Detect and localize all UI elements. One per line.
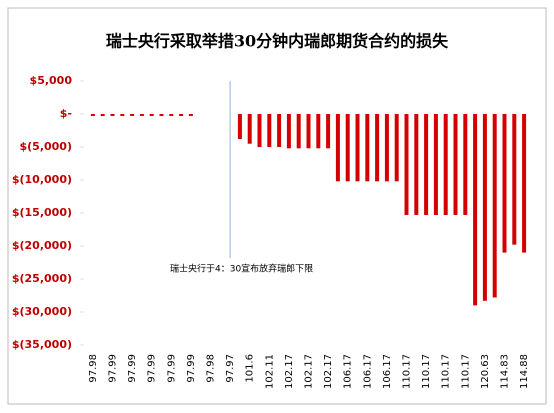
x-tick-label: 97.99 bbox=[166, 354, 177, 383]
y-tick-label: $- bbox=[60, 107, 72, 120]
x-tick-label: 106.17 bbox=[343, 354, 354, 389]
bar bbox=[179, 114, 184, 116]
bar bbox=[120, 114, 125, 116]
bar bbox=[375, 114, 380, 182]
x-tick-label: 97.99 bbox=[127, 354, 138, 383]
x-tick-label: 110.17 bbox=[441, 354, 452, 389]
x-tick-label: 97.99 bbox=[186, 354, 197, 383]
y-tick-label: $5,000 bbox=[30, 74, 73, 87]
bar bbox=[355, 114, 360, 182]
bar bbox=[522, 114, 527, 253]
x-tick-label: 102.17 bbox=[304, 354, 315, 389]
y-tick-label: $(30,000) bbox=[12, 305, 72, 318]
y-tick-label: $(25,000) bbox=[12, 272, 72, 285]
bar bbox=[463, 114, 468, 215]
y-tick-label: $(10,000) bbox=[12, 173, 72, 186]
x-tick-label: 120.63 bbox=[480, 354, 491, 389]
bar bbox=[492, 114, 497, 298]
bar bbox=[139, 114, 144, 116]
annotation: 瑞士央行于4：30宣布放弃瑞郎下限 bbox=[170, 263, 313, 275]
bar bbox=[149, 114, 154, 116]
x-tick-label: 102.11 bbox=[264, 354, 275, 389]
x-tick-label: 97.98 bbox=[88, 354, 99, 383]
bar bbox=[237, 114, 242, 140]
bar bbox=[277, 114, 282, 147]
bar bbox=[169, 114, 174, 116]
x-tick-label: 114.88 bbox=[519, 354, 530, 389]
bar bbox=[512, 114, 517, 245]
x-tick-label: 110.17 bbox=[460, 354, 471, 389]
x-tick-label: 97.99 bbox=[108, 354, 119, 383]
bar bbox=[326, 114, 331, 149]
bar bbox=[130, 114, 135, 116]
bar bbox=[335, 114, 340, 182]
bar bbox=[286, 114, 291, 149]
x-tick-label: 97.99 bbox=[147, 354, 158, 383]
y-tick-label: $(35,000) bbox=[12, 338, 72, 351]
bar bbox=[247, 114, 252, 144]
x-tick-label: 106.17 bbox=[362, 354, 373, 389]
x-tick-label: 110.17 bbox=[421, 354, 432, 389]
bar bbox=[365, 114, 370, 182]
x-tick-label: 101.6 bbox=[245, 354, 256, 383]
x-tick-label: 97.97 bbox=[225, 354, 236, 383]
bar bbox=[188, 114, 193, 116]
x-tick-label: 102.17 bbox=[284, 354, 295, 389]
bar bbox=[296, 114, 301, 149]
bar bbox=[306, 114, 311, 149]
bar bbox=[316, 114, 321, 149]
bar bbox=[394, 114, 399, 182]
bar bbox=[433, 114, 438, 215]
bar bbox=[100, 114, 105, 116]
y-tick-label: $(15,000) bbox=[12, 206, 72, 219]
bar bbox=[453, 114, 458, 215]
bar bbox=[384, 114, 389, 182]
bar bbox=[414, 114, 419, 215]
x-tick-label: 110.17 bbox=[402, 354, 413, 389]
x-tick-label: 114.83 bbox=[500, 354, 511, 389]
chart-title: 瑞士央行采取举措30分钟内瑞郎期货合约的损失 bbox=[106, 32, 449, 51]
bar bbox=[110, 114, 115, 116]
x-tick-label: 106.17 bbox=[382, 354, 393, 389]
bar bbox=[345, 114, 350, 182]
bar bbox=[257, 114, 262, 147]
bar bbox=[424, 114, 429, 215]
bar bbox=[482, 114, 487, 301]
bar bbox=[404, 114, 409, 215]
x-tick-label: 102.17 bbox=[323, 354, 334, 389]
bar bbox=[267, 114, 272, 147]
y-tick-label: $(5,000) bbox=[19, 140, 72, 153]
y-tick-label: $(20,000) bbox=[12, 239, 72, 252]
x-tick-label: 97.98 bbox=[206, 354, 217, 383]
bar bbox=[473, 114, 478, 306]
bar bbox=[502, 114, 507, 253]
bar bbox=[443, 114, 448, 215]
bar bbox=[159, 114, 164, 116]
bar bbox=[90, 114, 95, 116]
